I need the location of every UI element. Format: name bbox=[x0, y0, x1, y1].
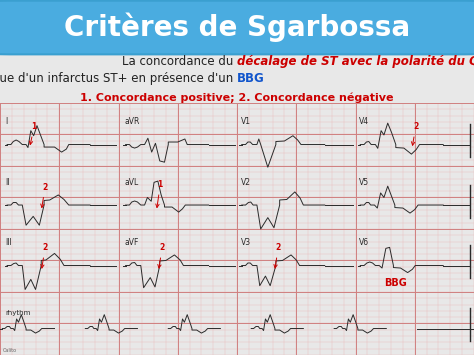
Text: 2: 2 bbox=[274, 244, 281, 268]
Text: 2: 2 bbox=[411, 122, 419, 145]
Text: Calito: Calito bbox=[2, 349, 17, 354]
Text: II: II bbox=[6, 178, 10, 187]
Text: V1: V1 bbox=[241, 118, 251, 126]
Text: Critères de Sgarbossa: Critères de Sgarbossa bbox=[64, 13, 410, 42]
Text: La concordance du: La concordance du bbox=[122, 55, 237, 68]
Text: V2: V2 bbox=[241, 178, 251, 187]
Text: 2: 2 bbox=[158, 244, 165, 268]
Text: V4: V4 bbox=[359, 118, 369, 126]
Text: aVL: aVL bbox=[125, 178, 139, 187]
Text: V3: V3 bbox=[241, 238, 251, 247]
Text: V5: V5 bbox=[359, 178, 369, 187]
FancyBboxPatch shape bbox=[0, 1, 474, 54]
Text: V6: V6 bbox=[359, 238, 369, 247]
Text: 2: 2 bbox=[41, 244, 48, 268]
Text: III: III bbox=[6, 238, 12, 247]
Text: aVR: aVR bbox=[125, 118, 140, 126]
Text: BBG: BBG bbox=[237, 72, 265, 85]
Text: 1: 1 bbox=[29, 122, 37, 144]
Text: aVF: aVF bbox=[125, 238, 139, 247]
Text: 1: 1 bbox=[156, 180, 163, 208]
Text: 2: 2 bbox=[41, 183, 48, 208]
Text: rhythm: rhythm bbox=[6, 310, 31, 316]
Text: BBG: BBG bbox=[384, 278, 407, 288]
Text: est spécifique d'un infarctus ST+ en présence d'un: est spécifique d'un infarctus ST+ en pré… bbox=[0, 72, 237, 85]
Text: 1. Concordance positive; 2. Concordance négative: 1. Concordance positive; 2. Concordance … bbox=[80, 92, 394, 103]
Text: I: I bbox=[6, 118, 8, 126]
Text: décalage de ST avec la polarité du QRS: décalage de ST avec la polarité du QRS bbox=[237, 55, 474, 68]
